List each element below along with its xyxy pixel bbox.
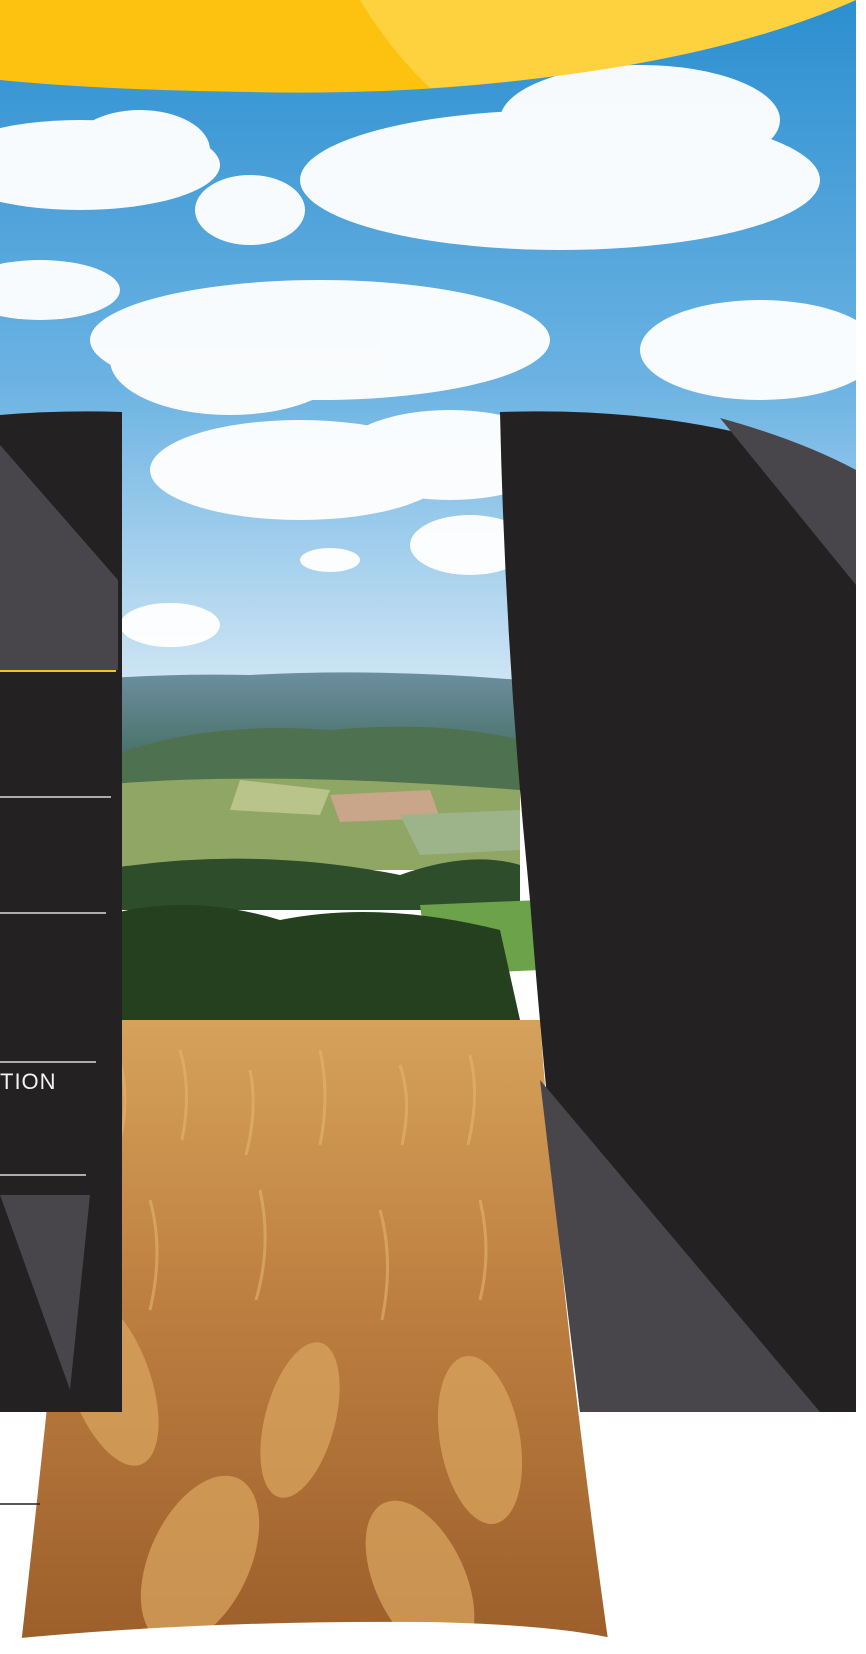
menu-item-label[interactable]: TION: [0, 1069, 57, 1094]
